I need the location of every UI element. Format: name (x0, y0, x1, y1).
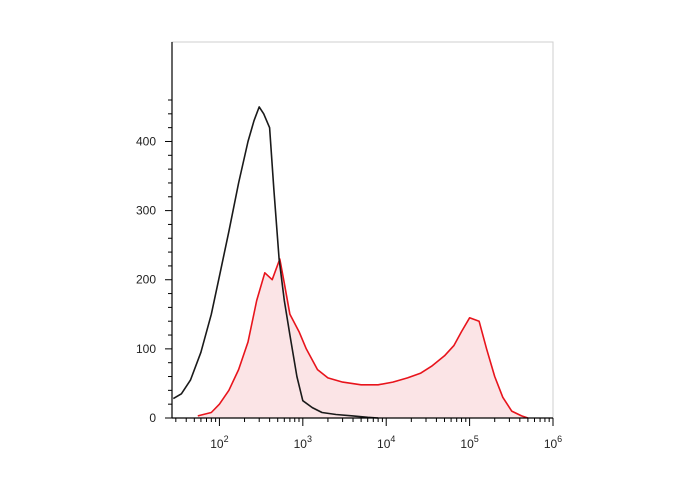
series-0-line (172, 106, 379, 419)
x-tick-label: 103 (294, 434, 312, 451)
x-tick-label: 106 (544, 434, 562, 451)
x-tick-label: 104 (377, 434, 395, 451)
y-tick-label: 400 (136, 134, 156, 148)
y-tick-label: 0 (149, 411, 156, 425)
x-tick-label: 102 (210, 434, 228, 451)
x-tick-label: 105 (460, 434, 478, 451)
ticks-layer: 0 100 200 300 400 102 103 104 105 106 (136, 99, 562, 451)
y-tick-label: 100 (136, 342, 156, 356)
y-tick-label: 200 (136, 273, 156, 287)
y-tick-label: 300 (136, 204, 156, 218)
series-1-line (197, 258, 529, 419)
series-layer (172, 106, 529, 419)
series-1-area (197, 259, 528, 418)
